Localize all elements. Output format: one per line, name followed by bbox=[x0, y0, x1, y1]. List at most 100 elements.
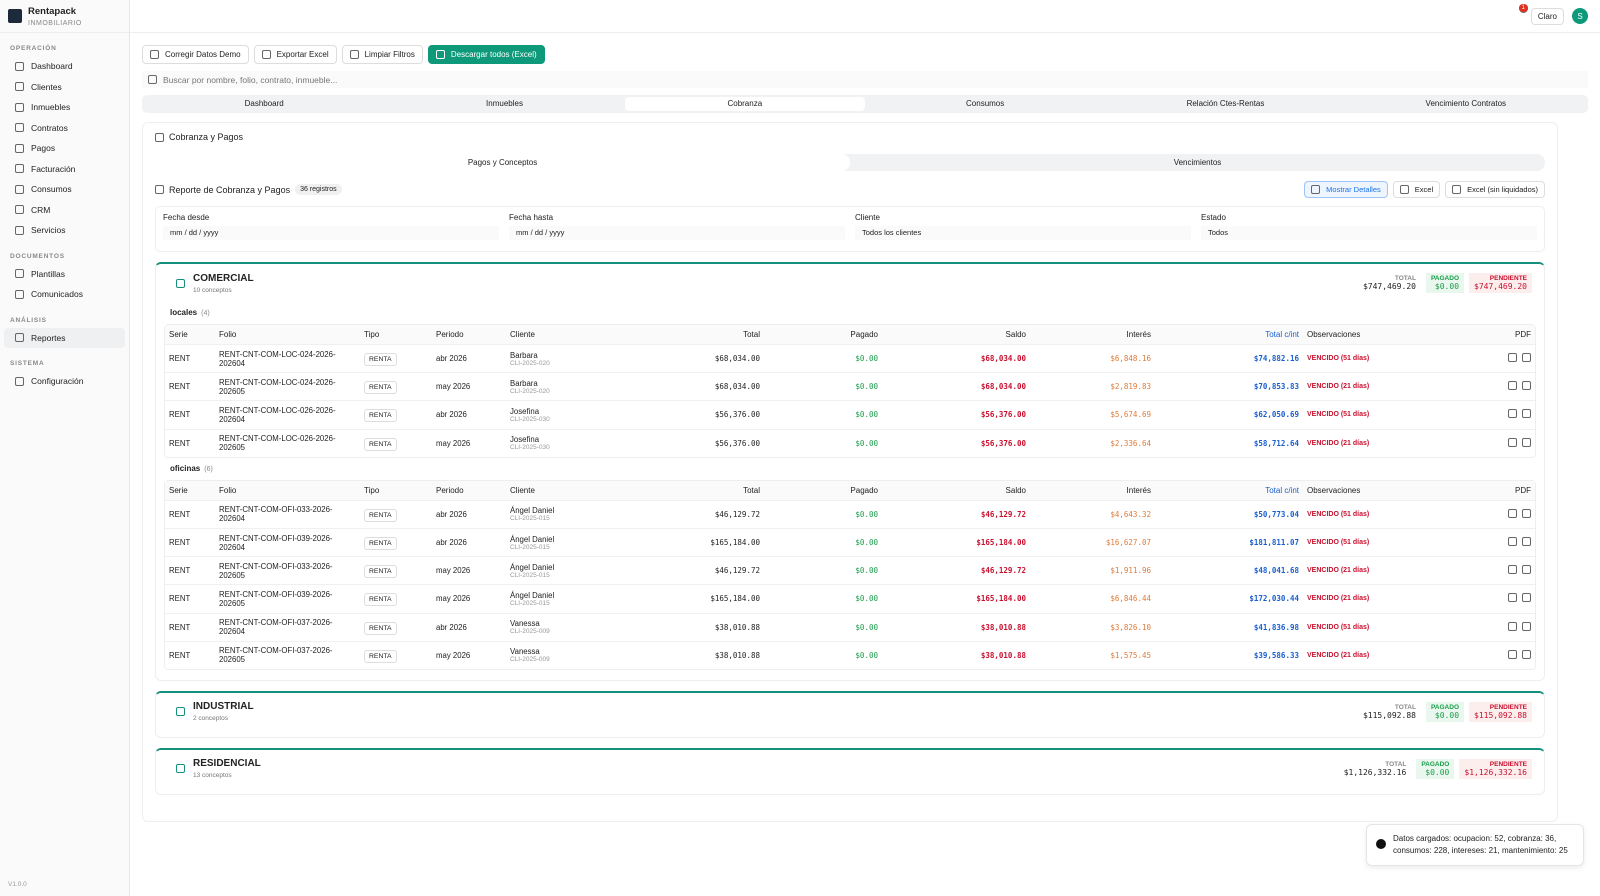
pdf-actions bbox=[1453, 621, 1535, 633]
button[interactable]: Excel bbox=[1392, 181, 1441, 198]
tab[interactable]: Inmuebles bbox=[486, 99, 523, 108]
filter-label: Estado bbox=[1201, 213, 1226, 222]
nav-item[interactable]: Dashboard bbox=[4, 56, 125, 77]
column-header[interactable]: Cliente bbox=[510, 485, 535, 495]
table-row: RENT RENT-CNT-COM-OFI-037-2026-202604 RENT… bbox=[165, 612, 1535, 641]
column-header[interactable]: Tipo bbox=[364, 330, 380, 339]
column-header[interactable]: Observaciones bbox=[1307, 330, 1361, 339]
subgroup-title: locales (4) bbox=[170, 308, 210, 317]
tab[interactable]: Relación Ctes-Rentas bbox=[1186, 99, 1265, 108]
group-header[interactable]: RESIDENCIAL 13 conceptos TOTAL $1,126,332.1… bbox=[156, 750, 1544, 788]
cell: $56,376.00 bbox=[714, 438, 760, 448]
column-header[interactable]: Folio bbox=[219, 485, 237, 495]
cell: Ángel Daniel CLI-2025-015 bbox=[506, 535, 636, 551]
nav-item[interactable]: CRM bbox=[4, 200, 125, 221]
column-header[interactable]: Total bbox=[743, 330, 760, 339]
client-name: Josefina bbox=[510, 435, 540, 445]
pdf-actions bbox=[1453, 537, 1535, 548]
cell: $48,041.68 bbox=[1253, 566, 1299, 576]
icon bbox=[1522, 508, 1531, 518]
avatar[interactable]: S bbox=[1572, 8, 1588, 24]
nav-item[interactable]: Inmuebles bbox=[4, 97, 125, 118]
cell: $1,911.96 bbox=[1110, 566, 1151, 576]
column-header[interactable]: Folio bbox=[219, 330, 237, 339]
icon bbox=[1508, 621, 1517, 631]
filter-input[interactable]: Todos los clientes bbox=[855, 226, 1191, 240]
nav-item[interactable]: Comunicados bbox=[4, 284, 125, 305]
report-header: Reporte de Cobranza y Pagos 36 registros M… bbox=[155, 181, 1545, 198]
nav-item[interactable]: Facturación bbox=[4, 159, 125, 180]
filter-input[interactable]: Todos bbox=[1201, 226, 1537, 240]
column-header[interactable]: Periodo bbox=[436, 485, 464, 495]
column-header[interactable]: Saldo bbox=[1005, 330, 1026, 339]
column-header[interactable]: Periodo bbox=[436, 330, 464, 339]
nav-item[interactable]: Clientes bbox=[4, 77, 125, 98]
summary-pending: PENDIENTE $1,126,332.16 bbox=[1459, 758, 1532, 779]
tab[interactable]: Vencimiento Contratos bbox=[1425, 99, 1507, 108]
cell: $74,882.16 bbox=[1253, 354, 1299, 364]
nav-item[interactable]: Configuración bbox=[4, 371, 125, 392]
group-header[interactable]: INDUSTRIAL 2 conceptos TOTAL $115,092.88 PAG… bbox=[156, 693, 1544, 731]
notifications[interactable]: 1 bbox=[1511, 4, 1528, 22]
theme-toggle[interactable]: Claro bbox=[1530, 7, 1564, 25]
cell: RENT bbox=[169, 566, 191, 576]
cell: RENT bbox=[169, 410, 191, 420]
tab[interactable]: Dashboard bbox=[244, 99, 284, 108]
section-title: SISTEMA bbox=[10, 360, 45, 367]
cell: abr 2026 bbox=[436, 538, 467, 548]
search[interactable]: Buscar por nombre, folio, contrato, inmu… bbox=[142, 71, 1588, 88]
cell: Vanessa CLI-2025-009 bbox=[506, 619, 636, 635]
button[interactable]: Mostrar Detalles bbox=[1304, 181, 1388, 198]
column-header[interactable]: Saldo bbox=[1005, 485, 1026, 495]
group-header[interactable]: COMERCIAL 10 conceptos TOTAL $747,469.20 PAG… bbox=[156, 264, 1544, 302]
nav-item[interactable]: Consumos bbox=[4, 179, 125, 200]
section-title: OPERACIÓN bbox=[10, 45, 57, 52]
button[interactable]: Exportar Excel bbox=[253, 45, 337, 64]
button[interactable]: Excel (sin liquidados) bbox=[1445, 181, 1545, 198]
button[interactable]: Limpiar Filtros bbox=[341, 45, 423, 64]
button-label: Excel (sin liquidados) bbox=[1467, 185, 1538, 194]
tab[interactable]: Consumos bbox=[966, 99, 1005, 108]
column-header[interactable]: Total c/int bbox=[1265, 330, 1299, 339]
cell: $0.00 bbox=[855, 438, 878, 448]
subtab[interactable]: Pagos y Conceptos bbox=[155, 154, 850, 171]
column-header[interactable]: Serie bbox=[169, 485, 188, 495]
column-header[interactable]: Total c/int bbox=[1265, 485, 1299, 495]
subtab[interactable]: Vencimientos bbox=[1173, 158, 1222, 167]
column-header[interactable]: Cliente bbox=[510, 330, 535, 339]
summary-value: $115,092.88 bbox=[1362, 710, 1416, 720]
column-header[interactable]: Observaciones bbox=[1307, 485, 1361, 495]
cell: $38,010.88 bbox=[714, 622, 760, 632]
column-header[interactable]: Tipo bbox=[364, 485, 380, 495]
nav-item[interactable]: Plantillas bbox=[4, 264, 125, 285]
icon bbox=[1311, 185, 1321, 194]
name: RESIDENCIAL bbox=[193, 758, 261, 770]
nav-item[interactable]: Pagos bbox=[4, 138, 125, 159]
button[interactable]: Descargar todos (Excel) bbox=[427, 45, 545, 64]
filters: Fecha desde mm / dd / yyyy Fecha hasta mm /… bbox=[155, 206, 1545, 252]
cell: $1,575.45 bbox=[1110, 650, 1151, 660]
column-header[interactable]: Serie bbox=[169, 330, 188, 339]
column-header[interactable]: Interés bbox=[1126, 485, 1151, 495]
cell: $181,811.07 bbox=[1249, 538, 1299, 548]
count: (4) bbox=[201, 310, 210, 317]
filter-label: Fecha hasta bbox=[509, 213, 554, 222]
icon bbox=[1508, 593, 1517, 603]
column-header[interactable]: Pagado bbox=[850, 330, 878, 339]
column-header[interactable]: Pagado bbox=[850, 485, 878, 495]
nav-item[interactable]: Contratos bbox=[4, 118, 125, 139]
nav-label: Dashboard bbox=[31, 61, 73, 72]
nav-label: Servicios bbox=[31, 225, 66, 236]
column-header[interactable]: Interés bbox=[1126, 330, 1151, 339]
column-header[interactable]: Total bbox=[743, 485, 760, 495]
column-header[interactable]: PDF bbox=[1515, 330, 1531, 339]
tab[interactable]: Cobranza bbox=[624, 97, 865, 111]
cell: RENTA bbox=[360, 353, 432, 367]
nav-item[interactable]: Servicios bbox=[4, 220, 125, 241]
column-header[interactable]: PDF bbox=[1515, 485, 1531, 495]
filter-input[interactable]: mm / dd / yyyy bbox=[163, 226, 499, 240]
filter-input[interactable]: mm / dd / yyyy bbox=[509, 226, 845, 240]
summary: TOTAL $747,469.20 PAGADO $0.00 PENDIENTE $747… bbox=[1358, 273, 1532, 293]
nav-item[interactable]: Reportes bbox=[4, 327, 125, 348]
button[interactable]: Corregir Datos Demo bbox=[142, 45, 249, 64]
